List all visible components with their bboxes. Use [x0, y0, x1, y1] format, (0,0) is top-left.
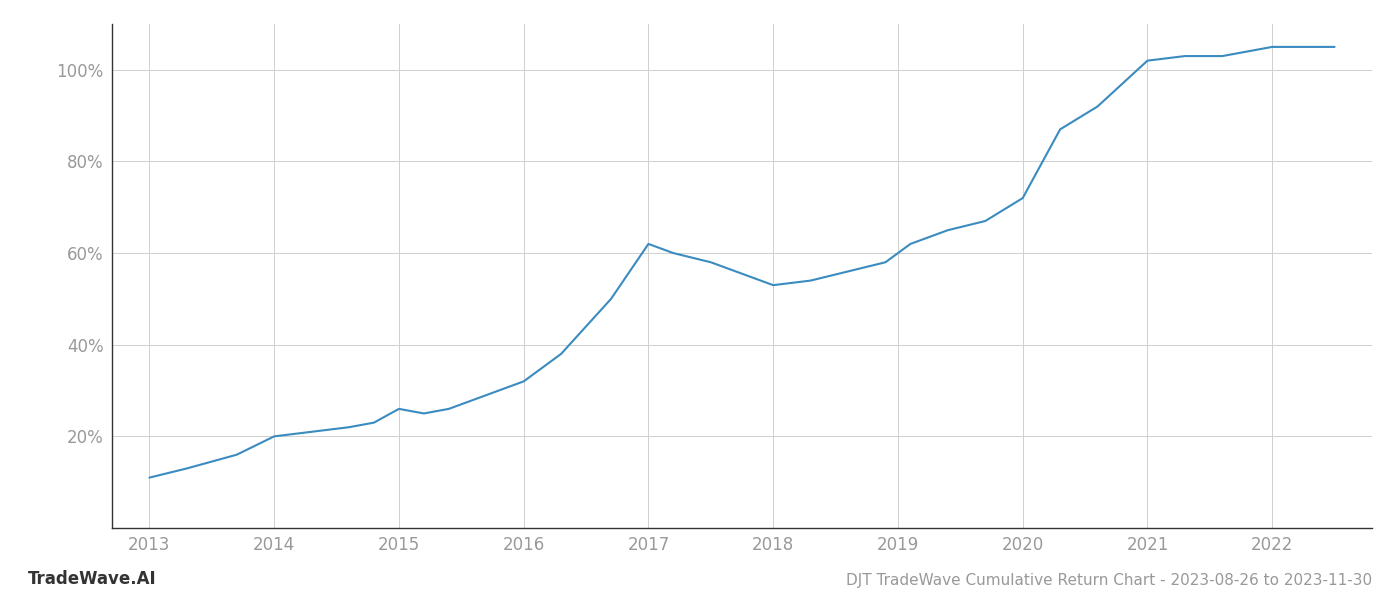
Text: TradeWave.AI: TradeWave.AI — [28, 570, 157, 588]
Text: DJT TradeWave Cumulative Return Chart - 2023-08-26 to 2023-11-30: DJT TradeWave Cumulative Return Chart - … — [846, 573, 1372, 588]
